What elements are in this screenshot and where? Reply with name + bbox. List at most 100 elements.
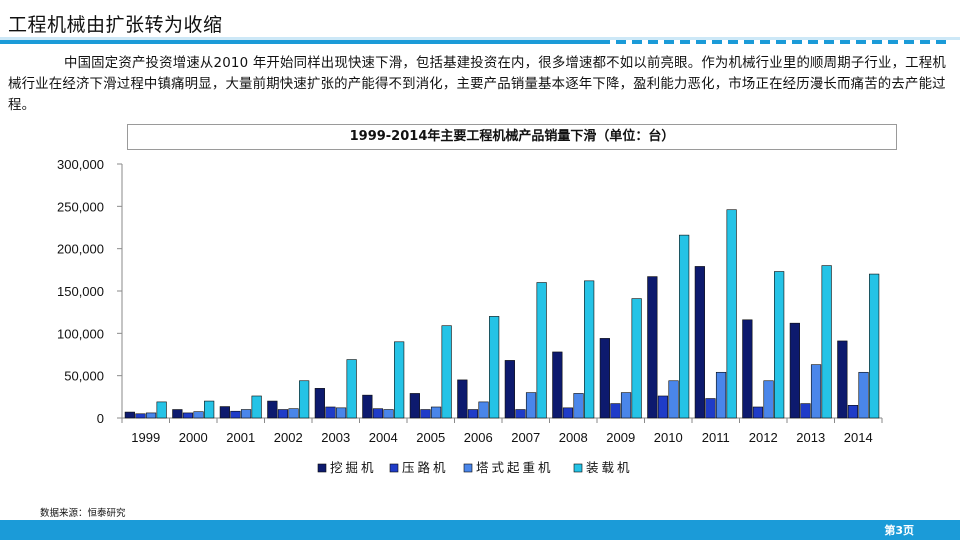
bar-2003-series-2: [325, 406, 336, 419]
bar-2011-series-2: [705, 398, 716, 419]
bar-2013-series-1: [789, 322, 800, 419]
bar-2001-series-4: [251, 395, 262, 419]
bar-2008-series-2: [562, 407, 574, 419]
x-tick-label: 2011: [702, 430, 730, 445]
bar-2010-series-1: [647, 276, 658, 419]
bar-2011-series-4: [726, 209, 737, 419]
y-tick-label: 50,000: [64, 369, 104, 384]
bar-2002-series-2: [277, 409, 289, 419]
bar-2004-series-3: [383, 409, 394, 419]
bar-2006-series-2: [467, 409, 479, 419]
legend-swatch-series-2: [389, 463, 399, 473]
x-tick-label: 2002: [274, 430, 303, 445]
bar-2002-series-3: [288, 408, 299, 419]
bar-2003-series-4: [346, 359, 357, 419]
y-tick-label: 300,000: [57, 157, 104, 172]
title-rule-accent: [0, 40, 610, 44]
intro-paragraph: 中国固定资产投资增速从2010 年开始同样出现快速下滑，包括基建投资在内，很多增…: [8, 56, 946, 113]
title-rule: [0, 37, 960, 44]
chart-title: 1999-2014年主要工程机械产品销量下滑（单位：台）: [127, 124, 897, 150]
bar-2007-series-1: [504, 360, 515, 419]
bar-2008-series-3: [573, 393, 584, 419]
bar-2013-series-3: [810, 364, 822, 419]
bar-1999-series-3: [145, 412, 157, 419]
bar-2004-series-2: [372, 408, 384, 419]
bar-2011-series-1: [694, 266, 705, 419]
bar-2000-series-4: [204, 400, 215, 419]
bar-2001-series-3: [240, 409, 252, 419]
y-tick-label: 100,000: [57, 326, 104, 341]
x-tick-label: 2001: [226, 430, 255, 445]
x-tick-label: 2008: [559, 430, 588, 445]
bar-2000-series-2: [182, 412, 194, 419]
bar-2010-series-3: [668, 380, 679, 419]
bar-2001-series-2: [230, 410, 241, 419]
x-tick-label: 2006: [464, 430, 493, 445]
bar-2006-series-3: [478, 401, 489, 419]
bar-2003-series-1: [314, 388, 325, 419]
bar-2009-series-3: [620, 392, 632, 419]
legend-label-series-4: 装载机: [586, 460, 633, 475]
bar-2011-series-3: [715, 371, 727, 419]
bar-2002-series-1: [267, 400, 278, 419]
bar-1999-series-4: [156, 401, 167, 419]
legend-label-series-2: 压路机: [402, 460, 449, 475]
legend-swatch-series-1: [317, 463, 327, 473]
bar-2007-series-3: [525, 392, 537, 419]
title-rule-light: [0, 37, 960, 40]
bar-2012-series-4: [774, 271, 785, 419]
legend-swatch-series-3: [463, 463, 473, 473]
x-tick-label: 2009: [606, 430, 635, 445]
bar-2008-series-1: [552, 351, 563, 419]
x-tick-label: 2007: [511, 430, 540, 445]
bar-2014-series-4: [869, 273, 880, 419]
x-tick-label: 2010: [654, 430, 683, 445]
bar-2014-series-3: [858, 371, 869, 419]
x-tick-label: 1999: [131, 430, 160, 445]
footer-bar: 第3页: [0, 520, 960, 540]
x-tick-label: 2000: [179, 430, 208, 445]
y-tick-label: 250,000: [57, 199, 104, 214]
bar-2003-series-3: [335, 407, 347, 419]
bar-2013-series-2: [800, 403, 811, 419]
bar-2005-series-3: [430, 406, 442, 419]
bar-2009-series-4: [631, 298, 642, 419]
slide-title: 工程机械由扩张转为收缩: [8, 14, 223, 36]
bar-2001-series-1: [219, 406, 230, 419]
legend-label-series-1: 挖掘机: [330, 460, 377, 475]
bar-1999-series-1: [124, 411, 135, 419]
bar-2012-series-1: [742, 319, 753, 419]
x-tick-label: 2004: [369, 430, 398, 445]
bar-2009-series-2: [610, 403, 621, 419]
data-source: 数据来源：恒泰研究: [40, 508, 126, 519]
bar-2004-series-1: [362, 394, 373, 419]
bar-2005-series-1: [409, 393, 420, 419]
bar-2006-series-1: [457, 379, 468, 419]
bar-2002-series-4: [299, 380, 310, 419]
bar-2014-series-1: [837, 340, 848, 419]
bar-chart: 0 50,000 100,000 150,000 200,000 250,000 300,0…: [57, 157, 883, 475]
bar-2013-series-4: [821, 265, 832, 419]
bar-2009-series-1: [599, 338, 610, 419]
bar-2008-series-4: [584, 280, 595, 419]
bar-2004-series-4: [394, 341, 405, 419]
bar-2005-series-2: [420, 409, 431, 419]
legend-swatch-series-4: [573, 463, 583, 473]
title-rule-dashes: [616, 40, 946, 44]
bar-2000-series-1: [172, 409, 183, 419]
x-tick-label: 2012: [749, 430, 778, 445]
bar-1999-series-2: [135, 413, 146, 419]
x-tick-label: 2014: [844, 430, 873, 445]
x-tick-label: 2003: [321, 430, 350, 445]
bar-2000-series-3: [193, 411, 204, 419]
legend-label-series-3: 塔式起重机: [476, 460, 554, 475]
bar-2010-series-2: [657, 395, 669, 419]
y-tick-label: 0: [97, 411, 104, 426]
bar-2012-series-3: [763, 380, 774, 419]
bar-2006-series-4: [489, 316, 500, 419]
y-tick-label: 200,000: [57, 242, 104, 257]
bar-2007-series-2: [515, 409, 526, 419]
bar-2014-series-2: [847, 405, 859, 419]
page-number: 第3页: [884, 524, 914, 537]
x-tick-label: 2013: [796, 430, 825, 445]
